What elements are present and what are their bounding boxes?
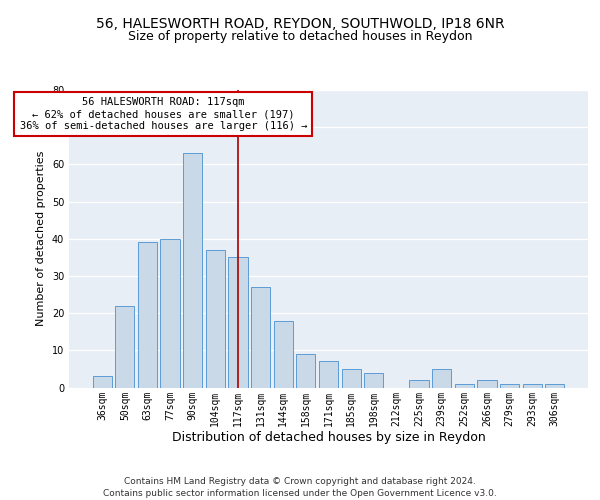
Bar [251,287,270,388]
Bar [274,320,293,388]
X-axis label: Distribution of detached houses by size in Reydon: Distribution of detached houses by size … [172,431,485,444]
Text: 56, HALESWORTH ROAD, REYDON, SOUTHWOLD, IP18 6NR: 56, HALESWORTH ROAD, REYDON, SOUTHWOLD, … [95,18,505,32]
Bar [455,384,474,388]
Bar [296,354,316,388]
Bar [229,258,248,388]
Bar [160,239,180,388]
Bar [432,369,451,388]
Text: Contains HM Land Registry data © Crown copyright and database right 2024.
Contai: Contains HM Land Registry data © Crown c… [103,476,497,498]
Bar [409,380,428,388]
Bar [319,362,338,388]
Bar [341,369,361,388]
Bar [500,384,519,388]
Bar [523,384,542,388]
Bar [92,376,112,388]
Y-axis label: Number of detached properties: Number of detached properties [36,151,46,326]
Bar [206,250,225,388]
Bar [364,372,383,388]
Text: Size of property relative to detached houses in Reydon: Size of property relative to detached ho… [128,30,472,43]
Bar [183,153,202,388]
Bar [545,384,565,388]
Bar [115,306,134,388]
Text: 56 HALESWORTH ROAD: 117sqm
← 62% of detached houses are smaller (197)
36% of sem: 56 HALESWORTH ROAD: 117sqm ← 62% of deta… [20,98,307,130]
Bar [477,380,497,388]
Bar [138,242,157,388]
